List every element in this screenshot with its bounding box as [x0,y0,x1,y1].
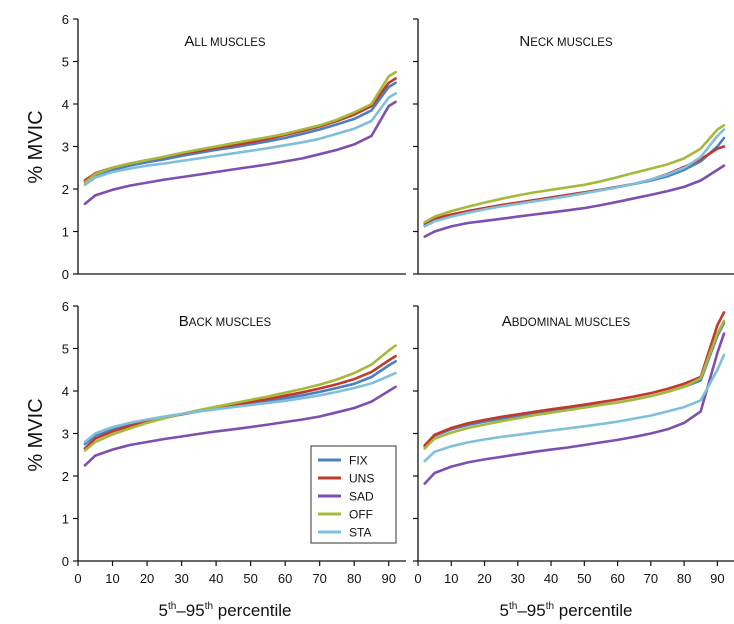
panel-3: 0 10 20 30 40 50 60 70 80 90 ABDOMINAL MUSCLES [413,305,734,586]
y-tick-label: 3 [62,140,69,155]
x-tick-label: 90 [710,571,724,586]
series-line-sta [83,92,397,187]
panel-title: ALL MUSCLES [184,33,266,50]
series-line-sad [83,385,397,467]
y-tick-label: 2 [62,182,69,197]
x-tick-label: 60 [610,571,624,586]
y-tick-label: 6 [62,299,69,314]
x-tick-label: 20 [477,571,491,586]
y-axis-label: % MVIC [25,398,47,471]
x-tick-label: 30 [174,571,188,586]
x-axis-label: 5th–95th percentile [159,601,292,620]
y-axis-label: % MVIC [25,110,47,183]
series-line-off [423,124,726,224]
y-tick-label: 2 [62,469,69,484]
series-line-uns [83,354,397,450]
x-tick-label: 70 [312,571,326,586]
series-line-off [423,319,726,450]
y-tick-label: 0 [62,267,69,282]
x-tick-label: 40 [209,571,223,586]
y-tick-label: 4 [62,384,69,399]
series-line-uns [423,311,726,447]
panel-title: NECK MUSCLES [519,33,613,50]
x-tick-label: 0 [74,571,81,586]
panel-title: BACK MUSCLES [179,313,272,330]
legend-label-uns: UNS [349,472,374,486]
x-tick-label: 70 [644,571,658,586]
series-line-sad [423,164,726,238]
y-tick-label: 5 [62,55,69,70]
x-tick-label: 50 [243,571,257,586]
series-line-sad [423,332,726,485]
legend-label-fix: FIX [349,454,368,468]
x-tick-label: 10 [105,571,119,586]
y-tick-label: 3 [62,427,69,442]
series-line-fix [83,81,397,184]
legend-label-off: OFF [349,508,373,522]
x-tick-label: 80 [677,571,691,586]
x-tick-label: 50 [577,571,591,586]
legend: FIX UNS SAD OFF STA [310,445,397,544]
x-tick-label: 0 [414,571,421,586]
x-tick-label: 20 [140,571,154,586]
legend-label-sad: SAD [349,490,374,504]
y-tick-label: 4 [62,97,69,112]
series-line-sta [423,353,726,463]
x-tick-label: 10 [444,571,458,586]
x-tick-label: 30 [511,571,525,586]
y-tick-label: 6 [62,12,69,27]
series-line-off [83,344,397,452]
series-line-off [83,70,397,184]
x-tick-label: 90 [382,571,396,586]
y-tick-label: 5 [62,342,69,357]
panel-1: NECK MUSCLES [413,18,734,275]
panel-0: 0 1 2 3 4 5 6 ALL MUSCLES [62,12,406,282]
x-tick-label: 40 [544,571,558,586]
series-line-sta [423,128,726,228]
y-tick-label: 1 [62,225,69,240]
series-line-sta [83,371,397,444]
x-tick-label: 60 [278,571,292,586]
series-line-sad [83,100,397,206]
legend-label-sta: STA [349,526,371,540]
y-tick-label: 1 [62,512,69,527]
y-tick-label: 0 [62,554,69,569]
panel-title: ABDOMINAL MUSCLES [502,313,631,330]
x-axis-label: 5th–95th percentile [500,601,633,620]
x-tick-label: 80 [347,571,361,586]
